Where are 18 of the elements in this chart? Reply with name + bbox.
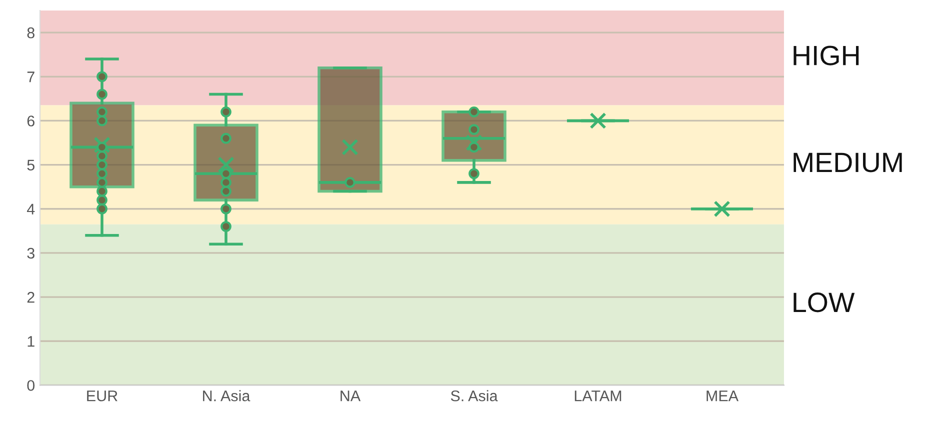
- band-label: MEDIUM: [794, 152, 902, 172]
- y-tick-label: 7: [27, 72, 34, 82]
- y-tick-label: 6: [27, 116, 34, 126]
- x-tick-label: LATAM: [574, 390, 622, 402]
- x-tick-label: MEA: [706, 390, 739, 402]
- y-tick-label: 2: [27, 292, 34, 303]
- x-tick-label: S. Asia: [450, 390, 498, 402]
- x-tick-label: EUR: [87, 390, 118, 402]
- y-tick-label: 1: [28, 336, 34, 347]
- band-label: HIGH: [794, 46, 859, 66]
- x-tick-label: N. Asia: [203, 390, 250, 402]
- y-tick-label: 4: [26, 204, 35, 214]
- y-tick-label: 5: [27, 160, 34, 170]
- y-tick-label: 8: [27, 27, 34, 38]
- x-tick-label: NA: [340, 390, 361, 402]
- band-label: LOW: [794, 292, 855, 312]
- y-tick-label: 3: [27, 248, 34, 259]
- y-tick-label: 0: [27, 380, 35, 391]
